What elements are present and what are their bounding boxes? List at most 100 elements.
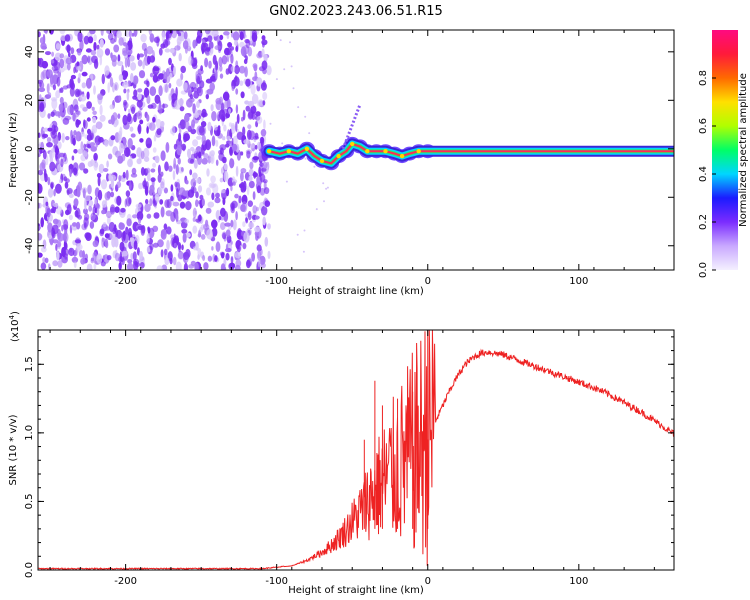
noise-speckle-mark [76, 243, 83, 251]
noise-speckle-mark [226, 135, 231, 141]
chart-title: GN02.2023.243.06.51.R15 [269, 4, 443, 19]
noise-speckle-mark [232, 143, 238, 152]
noise-speckle-mark [93, 263, 97, 270]
noise-speckle-mark [80, 131, 85, 137]
noise-speckle-mark [123, 88, 127, 94]
snr-y-scale-base: (x10 [10, 319, 21, 342]
noise-speckle-mark [183, 262, 188, 270]
noise-speckle-mark [74, 239, 81, 244]
noise-speckle-mark [197, 185, 203, 193]
noise-speckle-mark [230, 256, 234, 265]
noise-speckle-mark [148, 227, 155, 239]
noise-speckle-mark [211, 227, 218, 237]
noise-speckle-mark [122, 230, 126, 241]
noise-speckle-mark [137, 88, 143, 93]
noise-speckle-mark [124, 147, 131, 158]
noise-speckle-mark [90, 73, 94, 81]
snr-series-line [38, 330, 674, 570]
noise-speckle-mark [242, 221, 246, 228]
noise-speckle-mark [110, 52, 113, 59]
noise-speckle-mark [244, 66, 248, 78]
noise-speckle-mark [142, 60, 145, 70]
noise-speckle-mark [296, 233, 299, 236]
noise-speckle-mark [153, 200, 157, 206]
noise-speckle-mark [192, 39, 197, 49]
noise-speckle-mark [264, 200, 271, 208]
noise-speckle-mark [188, 97, 195, 103]
noise-speckle-mark [136, 211, 144, 221]
noise-speckle-mark [261, 205, 268, 216]
noise-speckle-mark [292, 87, 295, 90]
noise-speckle-mark [128, 30, 132, 38]
noise-speckle-mark [231, 124, 236, 134]
spectrogram-frame [37, 29, 675, 271]
noise-speckle-mark [180, 72, 184, 81]
noise-speckle-mark [226, 235, 232, 243]
noise-speckle-mark [229, 157, 233, 169]
noise-speckle-mark [168, 82, 172, 89]
noise-speckle-mark [99, 104, 103, 116]
y-tick-label: 0 [24, 146, 35, 152]
noise-speckle-mark [322, 182, 325, 185]
noise-speckle-mark [130, 173, 138, 178]
noise-speckle-mark [234, 264, 241, 270]
noise-speckle-mark [100, 30, 104, 36]
noise-speckle-mark [101, 209, 106, 215]
noise-speckle-mark [259, 187, 266, 196]
noise-speckle-mark [44, 257, 49, 264]
noise-speckle-mark [207, 255, 213, 262]
noise-speckle-mark [197, 151, 202, 159]
spectrogram-y-label: Frequency (Hz) [8, 112, 19, 188]
noise-speckle-mark [55, 43, 61, 50]
noise-speckle-mark [181, 229, 188, 234]
noise-speckle-mark [232, 181, 236, 186]
noise-speckle-mark [126, 115, 133, 125]
noise-speckle-mark [60, 87, 64, 93]
noise-speckle-mark [106, 255, 112, 261]
noise-speckle-mark [247, 100, 255, 107]
noise-speckle-mark [150, 168, 156, 173]
noise-speckle-mark [72, 112, 76, 122]
noise-speckle-mark [87, 184, 92, 195]
noise-speckle-mark [247, 210, 252, 221]
noise-speckle-mark [219, 73, 224, 79]
snr-y-scale: (x104) [8, 311, 21, 342]
noise-speckle-mark [209, 156, 214, 162]
signal-knot [266, 149, 272, 154]
noise-speckle-mark [52, 202, 59, 208]
noise-speckle-mark [46, 137, 52, 143]
noise-speckle-mark [46, 83, 50, 94]
noise-speckle-mark [289, 41, 291, 44]
noise-speckle-mark [325, 187, 328, 190]
noise-speckle-mark [70, 82, 75, 90]
noise-speckle-mark [215, 70, 218, 81]
noise-speckle-mark [130, 62, 137, 71]
noise-speckle-mark [49, 151, 53, 159]
noise-speckle-mark [119, 241, 125, 252]
noise-speckle-mark [230, 46, 235, 51]
noise-speckle-mark [110, 114, 115, 125]
noise-speckle-mark [92, 116, 97, 124]
noise-speckle-mark [42, 239, 47, 249]
noise-speckle-mark [45, 201, 49, 207]
noise-speckle-mark [96, 44, 100, 50]
noise-speckle-mark [137, 125, 142, 133]
noise-speckle-mark [192, 217, 196, 222]
noise-speckle-mark [220, 189, 226, 194]
noise-speckle-mark [107, 153, 113, 160]
noise-speckle-mark [228, 122, 233, 127]
y-tick-label: 0.0 [24, 562, 35, 578]
noise-speckle-mark [248, 109, 254, 119]
noise-speckle-mark [203, 223, 210, 231]
noise-speckle-mark [262, 42, 265, 48]
snr-marks [38, 330, 674, 570]
noise-speckle-mark [262, 179, 268, 184]
noise-speckle-mark [99, 114, 106, 122]
noise-speckle-mark [127, 259, 133, 264]
snr-y-scale-exp: 4 [8, 314, 16, 319]
noise-speckle-mark [181, 143, 187, 151]
noise-speckle-mark [262, 216, 267, 226]
noise-speckle-mark [93, 41, 97, 51]
noise-speckle-mark [38, 87, 46, 93]
